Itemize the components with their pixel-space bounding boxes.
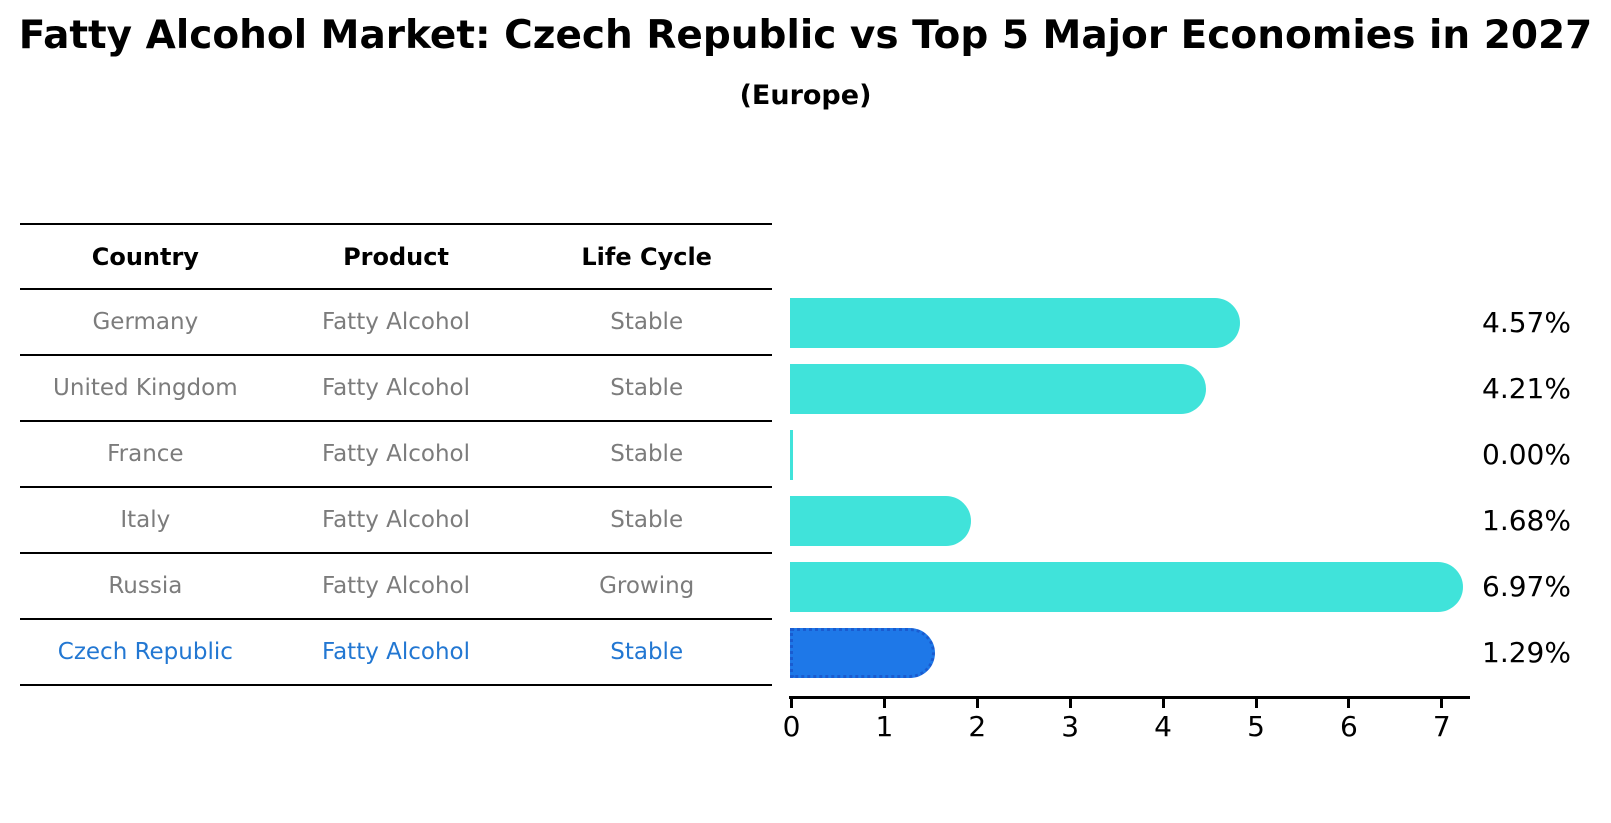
bar-czech-republic bbox=[790, 628, 935, 678]
table-row-france: France Fatty Alcohol Stable bbox=[20, 422, 772, 488]
x-tick-mark-0 bbox=[790, 697, 793, 708]
x-tick-label-7: 7 bbox=[1432, 710, 1451, 743]
country-cell: Germany bbox=[92, 309, 199, 335]
country-cell: United Kingdom bbox=[53, 375, 238, 401]
x-tick-label-6: 6 bbox=[1339, 710, 1358, 743]
value-label-united-kingdom: 4.21% bbox=[1482, 372, 1571, 405]
life-cycle-cell: Growing bbox=[599, 573, 695, 599]
x-tick-mark-2 bbox=[975, 697, 979, 708]
table-row-united-kingdom: United Kingdom Fatty Alcohol Stable bbox=[20, 356, 772, 422]
country-cell: Czech Republic bbox=[57, 639, 233, 665]
table-row-russia: Russia Fatty Alcohol Growing bbox=[20, 554, 772, 620]
country-cell: Italy bbox=[120, 507, 171, 533]
product-cell: Fatty Alcohol bbox=[321, 375, 471, 401]
x-tick-mark-3 bbox=[1068, 697, 1072, 708]
country-cell: Russia bbox=[108, 573, 183, 599]
product-cell: Fatty Alcohol bbox=[321, 639, 471, 665]
x-tick-label-2: 2 bbox=[968, 710, 987, 743]
x-tick-label-5: 5 bbox=[1247, 710, 1265, 743]
product-cell: Fatty Alcohol bbox=[321, 441, 471, 467]
table-header-country: Country bbox=[91, 242, 199, 271]
life-cycle-cell: Stable bbox=[610, 639, 684, 665]
table-header-life-cycle: Life Cycle bbox=[581, 242, 712, 271]
value-label-germany: 4.57% bbox=[1482, 306, 1571, 339]
country-table: Country Product Life Cycle Germany Fatty … bbox=[20, 223, 772, 686]
x-tick-mark-1 bbox=[882, 697, 886, 708]
bar-italy bbox=[790, 496, 972, 546]
x-axis-line bbox=[789, 696, 1470, 699]
x-tick-mark-5 bbox=[1254, 697, 1258, 708]
chart-subtitle: (Europe) bbox=[739, 80, 872, 111]
x-tick-label-4: 4 bbox=[1154, 710, 1172, 743]
product-cell: Fatty Alcohol bbox=[321, 573, 471, 599]
product-cell: Fatty Alcohol bbox=[321, 309, 471, 335]
x-tick-label-1: 1 bbox=[875, 710, 894, 743]
x-tick-label-3: 3 bbox=[1061, 710, 1080, 743]
x-tick-mark-6 bbox=[1347, 697, 1351, 708]
bar-france bbox=[790, 430, 793, 480]
table-header-row: Country Product Life Cycle bbox=[20, 223, 772, 290]
product-cell: Fatty Alcohol bbox=[321, 507, 471, 533]
bar-united-kingdom bbox=[790, 364, 1207, 414]
bar-germany bbox=[790, 298, 1240, 348]
value-label-italy: 1.68% bbox=[1482, 504, 1571, 537]
bar-russia bbox=[790, 562, 1463, 612]
table-row-germany: Germany Fatty Alcohol Stable bbox=[20, 290, 772, 356]
table-row-czech-republic: Czech Republic Fatty Alcohol Stable bbox=[20, 620, 772, 686]
value-label-russia: 6.97% bbox=[1482, 570, 1571, 603]
x-tick-mark-4 bbox=[1161, 697, 1165, 708]
x-tick-mark-7 bbox=[1440, 697, 1444, 708]
table-row-italy: Italy Fatty Alcohol Stable bbox=[20, 488, 772, 554]
life-cycle-cell: Stable bbox=[610, 507, 684, 533]
value-label-france: 0.00% bbox=[1482, 438, 1571, 471]
x-tick-label-0: 0 bbox=[782, 710, 801, 743]
life-cycle-cell: Stable bbox=[610, 441, 684, 467]
table-body: Germany Fatty Alcohol Stable United Kingdom… bbox=[20, 290, 772, 686]
country-cell: France bbox=[107, 441, 184, 467]
life-cycle-cell: Stable bbox=[610, 309, 684, 335]
table-header-product: Product bbox=[343, 242, 449, 271]
chart-title: Fatty Alcohol Market: Czech Republic vs … bbox=[18, 13, 1593, 58]
life-cycle-cell: Stable bbox=[610, 375, 684, 401]
value-label-czech-republic: 1.29% bbox=[1482, 636, 1571, 669]
